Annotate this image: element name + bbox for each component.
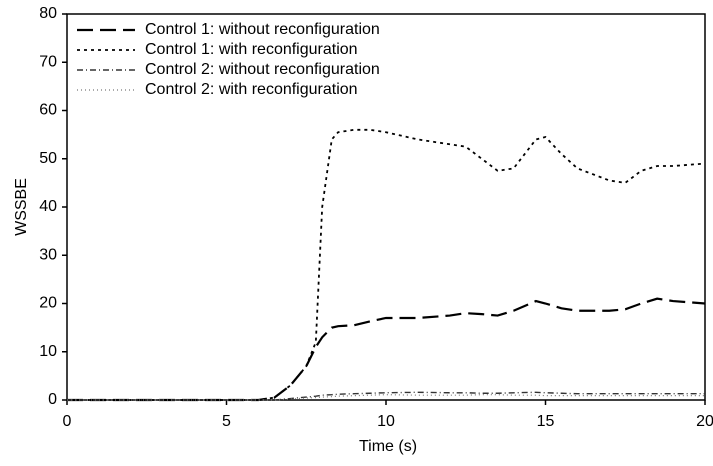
y-tick-label: 30: [39, 246, 57, 263]
y-tick-label: 40: [39, 198, 57, 215]
y-tick-label: 80: [39, 5, 57, 22]
x-tick-label: 10: [377, 413, 395, 430]
y-tick-label: 60: [39, 102, 57, 119]
x-tick-label: 15: [537, 413, 555, 430]
y-tick-label: 70: [39, 53, 57, 70]
legend-label: Control 2: with reconfiguration: [145, 81, 358, 98]
data-line: [67, 297, 706, 402]
data-line: [67, 128, 706, 401]
y-axis-label: WSSBE: [13, 178, 30, 236]
data-line: [67, 391, 705, 401]
x-tick-label: 0: [63, 413, 72, 430]
y-tick-label: 0: [48, 391, 57, 408]
x-axis-label: Time (s): [359, 438, 417, 455]
y-tick-label: 50: [39, 150, 57, 167]
y-tick-label: 10: [39, 343, 57, 360]
y-tick-label: 20: [39, 295, 57, 312]
legend-label: Control 1: without reconfiguration: [145, 21, 380, 38]
x-tick-label: 5: [222, 413, 231, 430]
legend-label: Control 2: without reconfiguration: [145, 61, 380, 78]
legend-label: Control 1: with reconfiguration: [145, 41, 358, 58]
x-tick-label: 20: [696, 413, 713, 430]
